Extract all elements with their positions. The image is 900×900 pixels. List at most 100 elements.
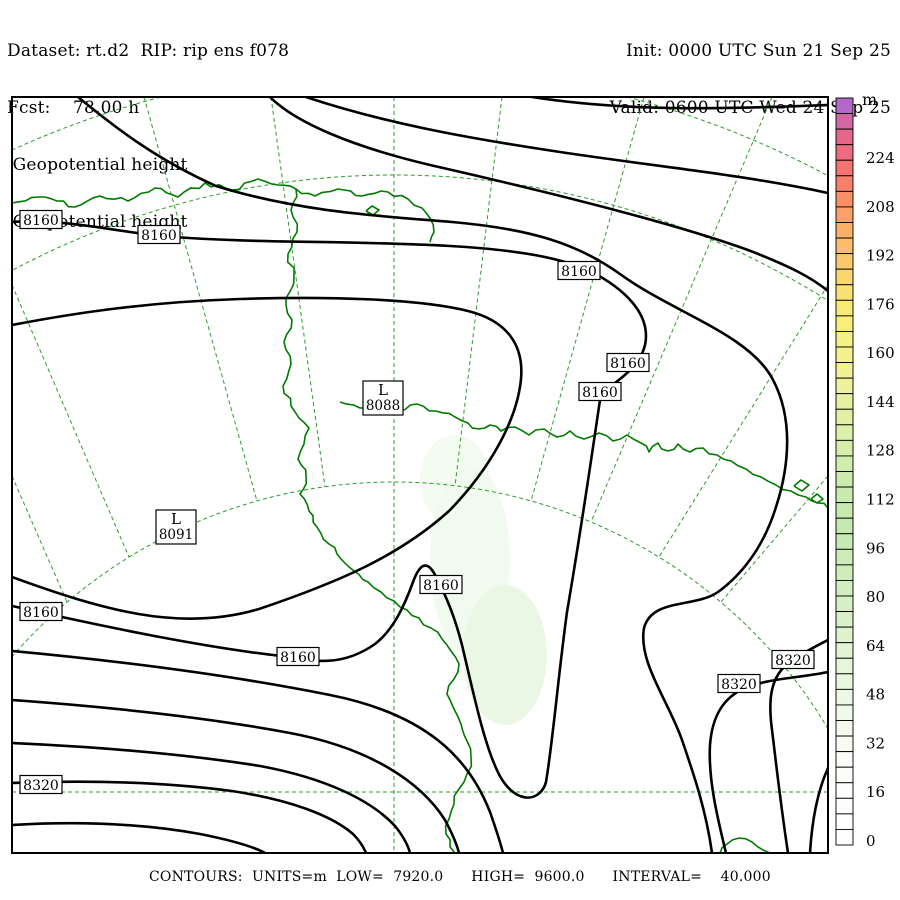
- colorbar-tick-label: 48: [866, 686, 885, 704]
- colorbar-cell: [835, 377, 854, 395]
- contour-line-8320: [708, 670, 827, 852]
- colorbar-cell: [835, 533, 854, 550]
- contour-label-box: [137, 224, 181, 245]
- contour-value-label: 8160: [19, 601, 63, 622]
- colorbar-tick-label: 0: [866, 832, 876, 850]
- low-value: 8091: [159, 527, 193, 543]
- low-marker-box: [155, 509, 197, 545]
- colorbar-tick-label: 192: [866, 247, 895, 265]
- coast-segment: [13, 178, 435, 243]
- colorbar-cell: [835, 393, 854, 410]
- colorbar-tick-label: 80: [866, 588, 885, 606]
- colorbar-cell: [835, 579, 854, 597]
- contour-line: [531, 98, 827, 110]
- colorbar-cell: [835, 330, 854, 348]
- contour-line: [13, 698, 461, 852]
- colorbar-tick-label: 144: [866, 393, 895, 411]
- colorbar-cell: [835, 782, 854, 799]
- contour-value-label: 8160: [606, 352, 650, 373]
- colorbar-unit-label: m: [862, 90, 877, 109]
- colorbar-cell: [835, 159, 854, 177]
- colorbar-cell: [835, 424, 854, 441]
- contour-line-8320: [769, 639, 827, 852]
- colorbar-cell: [835, 299, 854, 317]
- contour-value-label: 8160: [137, 224, 181, 245]
- colorbar-tick-label: 96: [866, 539, 885, 557]
- contour-label-box: [578, 381, 622, 402]
- colorbar-cell: [835, 206, 854, 223]
- contour-label-text: 8320: [775, 653, 811, 669]
- contour-label-text: 8160: [423, 578, 459, 594]
- contour-label-text: 8160: [610, 356, 646, 372]
- colorbar-tick-label: 64: [866, 637, 885, 655]
- colorbar-cell: [835, 175, 854, 192]
- low-marker-box: [362, 380, 404, 416]
- colorbar-cell: [835, 517, 854, 535]
- contour-value-label: 8160: [276, 646, 320, 667]
- colorbar-cell: [835, 657, 854, 675]
- colorbar-cell: [835, 315, 854, 332]
- contour-label-text: 8160: [23, 213, 59, 229]
- contour-label-box: [19, 774, 63, 795]
- colorbar-cell: [835, 128, 854, 146]
- contour-line-8320: [13, 780, 367, 852]
- colorbar-cell: [835, 595, 854, 613]
- colorbar-cell: [835, 642, 854, 659]
- contour-value-label: 8160: [419, 574, 463, 595]
- colorbar-cell: [835, 611, 854, 628]
- contour-label-text: 8160: [141, 228, 177, 244]
- contour-label-box: [276, 646, 320, 667]
- colorbar-cell: [835, 190, 854, 208]
- colorbar-cell: [835, 439, 854, 457]
- colorbar-tick-label: 160: [866, 344, 895, 362]
- contour-label-box: [717, 673, 761, 694]
- colorbar-cell: [835, 455, 854, 472]
- coast-segment: [339, 401, 827, 509]
- colorbar-tick-label: 176: [866, 295, 895, 313]
- contour-label-box: [557, 260, 601, 281]
- contour-label-box: [19, 209, 63, 230]
- colorbar-cell: [835, 284, 854, 301]
- colorbar-cell: [835, 735, 854, 753]
- contour-line: [808, 767, 827, 852]
- colorbar-cell: [835, 222, 854, 239]
- colorbar-cell: [835, 766, 854, 784]
- colorbar-cell: [835, 548, 854, 566]
- contour-line: [269, 98, 827, 292]
- contour-line: [13, 821, 266, 852]
- contour-label-text: 8160: [561, 264, 597, 280]
- colorbar-cell: [835, 237, 854, 255]
- dataset-line: Dataset: rt.d2 RIP: rip ens f078: [7, 41, 290, 61]
- coast-segment: [719, 837, 770, 852]
- colorbar-cell: [835, 471, 854, 488]
- colorbar-cell: [835, 408, 854, 426]
- contour-label-text: 8160: [582, 385, 618, 401]
- contour-line: [13, 649, 505, 852]
- coast-segment: [810, 493, 824, 504]
- coastline: [13, 178, 827, 852]
- colorbar-cell: [835, 268, 854, 286]
- contour-line: [77, 98, 789, 852]
- colorbar-cell: [835, 564, 854, 581]
- field-title-1: Geopotential height: [7, 155, 188, 175]
- contour-label-box: [19, 601, 63, 622]
- contour-label-text: 8160: [23, 605, 59, 621]
- coast-segment: [282, 188, 473, 852]
- colorbar-cell: [835, 144, 854, 161]
- colorbar-cell: [835, 486, 854, 504]
- contour-value-label: 8320: [19, 774, 63, 795]
- colorbar-cell: [835, 502, 854, 519]
- colorbar-tick-label: 208: [866, 198, 895, 216]
- colorbar-tick-label: 224: [866, 149, 895, 167]
- colorbar-tick-label: 32: [866, 734, 885, 752]
- colorbar-cell: [835, 362, 854, 379]
- low-letter: L: [378, 381, 388, 399]
- contour-value-label: 8160: [557, 260, 601, 281]
- colorbar-tick-label: 128: [866, 442, 895, 460]
- colorbar-cell: [835, 253, 854, 270]
- low-value: 8088: [366, 398, 400, 414]
- contour-label-box: [606, 352, 650, 373]
